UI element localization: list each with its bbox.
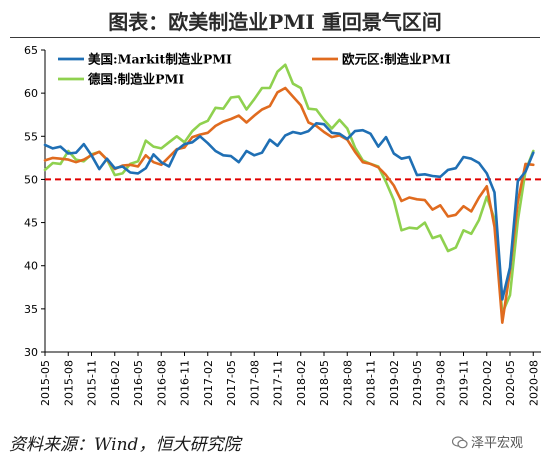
x-tick-label: 2020-05 (504, 360, 517, 406)
watermark-text: 泽平宏观 (471, 436, 524, 451)
legend-label-us: 美国:Markit制造业PMI (88, 52, 232, 67)
x-tick-label: 2015-11 (86, 360, 99, 406)
chart-title: 图表：欧美制造业PMI 重回景气区间 (108, 10, 442, 34)
x-tick-label: 2015-05 (39, 360, 52, 406)
x-tick-label: 2020-02 (481, 360, 494, 406)
y-tick-label: 35 (24, 303, 38, 316)
x-tick-label: 2017-02 (202, 360, 215, 406)
y-tick-label: 40 (24, 260, 38, 273)
y-tick-label: 50 (24, 173, 38, 186)
x-tick-label: 2018-11 (365, 360, 378, 406)
x-tick-label: 2016-08 (155, 360, 168, 406)
x-tick-label: 2017-11 (272, 360, 285, 406)
x-tick-label: 2019-05 (411, 360, 424, 406)
title-bar: 图表：欧美制造业PMI 重回景气区间 (0, 0, 550, 40)
y-tick-label: 30 (24, 346, 38, 359)
chart-axes: 30 35 40 45 50 55 60 65 2015-05 2015-08 2015-11 201… (24, 44, 541, 406)
x-tick-label: 2017-05 (225, 360, 238, 406)
series-lines (43, 63, 535, 325)
x-tick-label: 2018-08 (341, 360, 354, 406)
x-tick-label: 2016-05 (132, 360, 145, 406)
pmi-line-chart: 30 35 40 45 50 55 60 65 2015-05 2015-08 2015-11 201… (24, 44, 541, 406)
x-tick-label: 2015-08 (62, 360, 75, 406)
source-note: 资料来源：Wind，恒大研究院 (9, 435, 241, 455)
legend-label-germany: 德国:制造业PMI (88, 72, 184, 87)
x-tick-label: 2017-08 (248, 360, 261, 406)
y-tick-label: 55 (24, 130, 38, 143)
x-tick-label: 2016-02 (109, 360, 122, 406)
x-tick-label: 2018-05 (318, 360, 331, 406)
y-tick-label: 45 (24, 217, 38, 230)
y-tick-label: 65 (24, 44, 38, 57)
x-tick-label: 2020-08 (527, 360, 540, 406)
y-tick-label: 60 (24, 87, 38, 100)
series-line-euro (43, 86, 535, 325)
x-tick-label: 2016-11 (179, 360, 192, 406)
x-tick-label: 2019-11 (458, 360, 471, 406)
series-line-germany (43, 63, 535, 315)
x-tick-label: 2019-08 (434, 360, 447, 406)
legend: 美国:Markit制造业PMI 欧元区:制造业PMI 德国:制造业PMI (58, 52, 451, 87)
watermark: 泽平宏观 (452, 432, 523, 451)
legend-label-euro: 欧元区:制造业PMI (342, 52, 451, 67)
x-tick-label: 2019-02 (388, 360, 401, 406)
wechat-icon (452, 436, 468, 449)
series-line-us (43, 122, 535, 301)
title-underline (10, 37, 540, 38)
x-tick-label: 2018-02 (295, 360, 308, 406)
